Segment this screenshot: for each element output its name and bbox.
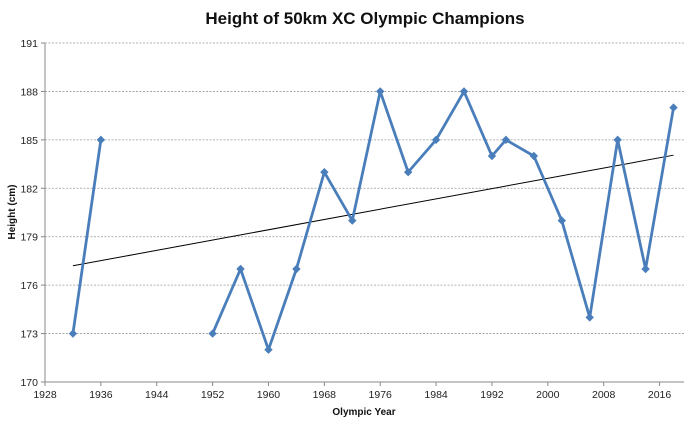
data-point-1980 xyxy=(403,167,413,177)
trendline xyxy=(72,154,674,267)
data-point-1998 xyxy=(529,151,539,161)
x-tick-label: 1960 xyxy=(257,389,281,401)
data-point-1964 xyxy=(292,264,301,274)
y-tick-label: 176 xyxy=(20,280,38,292)
x-tick-label: 1952 xyxy=(201,389,225,401)
x-tick-label: 1976 xyxy=(369,389,393,401)
x-tick-label: 1992 xyxy=(480,389,504,401)
data-point-1956 xyxy=(236,264,245,274)
y-tick-label: 188 xyxy=(20,86,38,98)
y-axis-label: Height (cm) xyxy=(7,185,18,240)
data-point-1988 xyxy=(459,87,469,96)
x-tick-label: 1968 xyxy=(313,389,337,401)
series-line xyxy=(71,139,103,334)
chart-title: Height of 50km XC Olympic Champions xyxy=(205,9,524,28)
x-tick-label: 1944 xyxy=(145,389,169,401)
data-point-2002 xyxy=(557,216,566,225)
x-tick-label: 2008 xyxy=(592,389,616,401)
data-point-1960 xyxy=(264,345,273,354)
x-tick-label: 1936 xyxy=(89,389,113,401)
x-tick-label: 2000 xyxy=(536,389,560,401)
data-point-2018 xyxy=(669,103,678,112)
data-point-2014 xyxy=(641,264,650,274)
data-point-1936 xyxy=(96,135,106,145)
y-tick-label: 185 xyxy=(20,135,38,147)
x-tick-label: 1928 xyxy=(33,389,57,401)
x-axis-label: Olympic Year xyxy=(332,407,395,418)
y-tick-label: 170 xyxy=(20,377,38,389)
data-point-2010 xyxy=(613,135,622,145)
data-point-1952 xyxy=(208,329,217,338)
y-tick-label: 182 xyxy=(20,183,38,195)
y-tick-label: 173 xyxy=(20,329,38,341)
series-line xyxy=(211,90,675,352)
y-tick-label: 179 xyxy=(20,232,38,244)
data-point-2006 xyxy=(585,313,594,322)
data-point-1976 xyxy=(376,87,385,96)
data-point-1972 xyxy=(348,216,357,225)
data-point-1992 xyxy=(487,151,497,161)
data-point-1932 xyxy=(68,329,78,338)
data-point-1968 xyxy=(320,167,329,177)
data-point-1994 xyxy=(501,135,511,145)
data-point-1984 xyxy=(431,135,441,145)
x-tick-label: 2016 xyxy=(648,389,672,401)
x-tick-label: 1984 xyxy=(424,389,448,401)
y-tick-label: 191 xyxy=(20,38,38,50)
